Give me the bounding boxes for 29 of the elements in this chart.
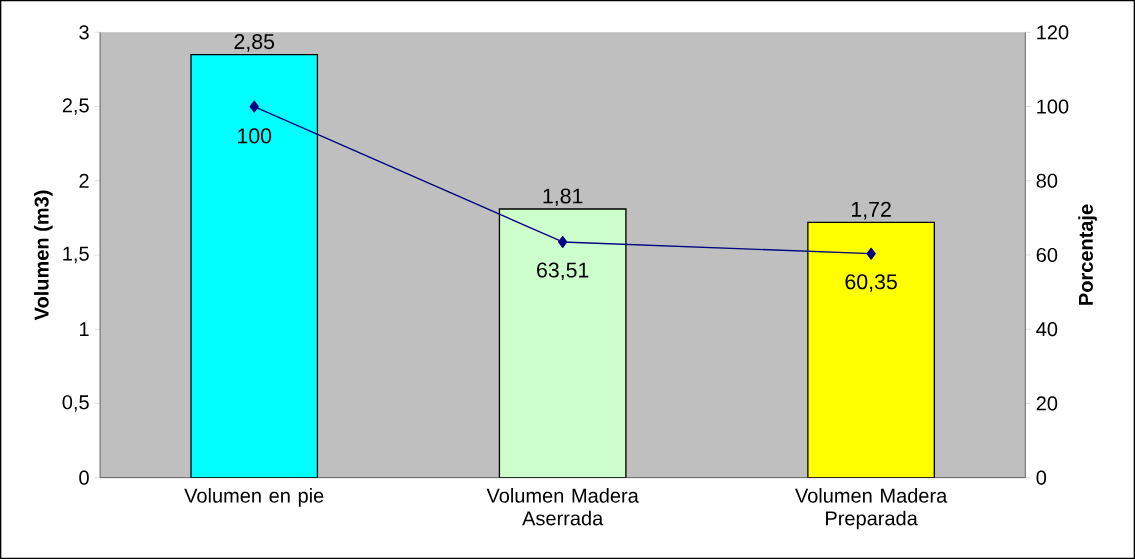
- bar: [190, 53, 319, 478]
- y-tick-label: 2,5: [62, 98, 89, 115]
- x-tick-label: Volumen Madera Preparada: [795, 488, 948, 530]
- x-tick-label: Volumen en pie: [184, 488, 324, 507]
- y2-tick-label: 80: [1036, 173, 1058, 188]
- data-label: 63,51: [537, 262, 589, 281]
- y-tick-label: 0,5: [62, 395, 89, 412]
- data-label: 1,81: [543, 188, 583, 207]
- y2-axis-title: Porcentaje: [1078, 204, 1097, 305]
- y-tick-label: 1: [80, 322, 89, 337]
- y-tick-label: 0: [79, 470, 89, 485]
- data-label: 2,85: [234, 34, 275, 52]
- x-tick-label: Volumen Madera Aserrada: [486, 488, 639, 526]
- y2-tick-label: 20: [1036, 396, 1058, 411]
- y-tick-label: 1,5: [63, 246, 89, 264]
- y2-tick-label: 100: [1037, 99, 1069, 114]
- y2-tick-label: 120: [1037, 25, 1069, 40]
- data-label: 1,72: [851, 201, 891, 220]
- y-tick-label: 3: [79, 25, 89, 40]
- y2-tick-label: 40: [1036, 322, 1058, 337]
- y2-tick-label: 0: [1036, 470, 1047, 485]
- point: [249, 100, 259, 113]
- y-tick-label: 2: [79, 173, 89, 188]
- y2-tick-label: 60: [1036, 247, 1058, 263]
- point: [866, 247, 876, 260]
- data-label: 100: [238, 128, 272, 144]
- y-axis-title: Volumen (m3): [34, 190, 53, 321]
- point: [558, 235, 568, 248]
- data-label: 60,35: [845, 274, 897, 292]
